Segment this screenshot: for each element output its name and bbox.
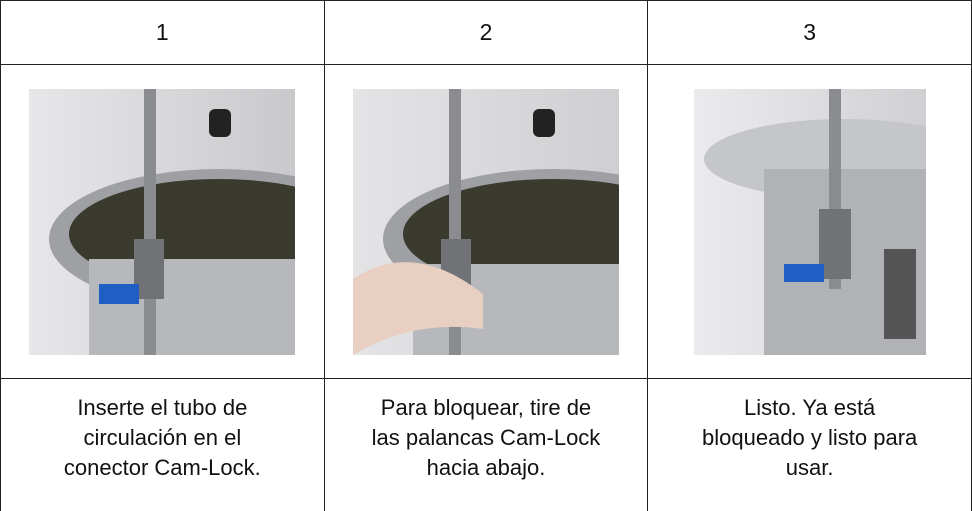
caption-line: circulación en el [1,423,324,453]
image-cell [1,65,325,379]
header-cell: 3 [648,1,972,65]
caption-line: Listo. Ya está [648,393,971,423]
caption-line: hacia abajo. [325,453,648,483]
caption-line: las palancas Cam-Lock [325,423,648,453]
photo [353,89,619,355]
caption-cell: Inserte el tubo de circulación en el con… [1,379,325,511]
page: 1 2 3 [0,0,972,497]
photo [694,89,926,355]
photo [29,89,295,355]
image-cell [648,65,972,379]
caption-row: Inserte el tubo de circulación en el con… [1,379,972,511]
caption-cell: Para bloquear, tire de las palancas Cam-… [324,379,648,511]
caption-line: Inserte el tubo de [1,393,324,423]
caption-cell: Listo. Ya está bloqueado y listo para us… [648,379,972,511]
image-row [1,65,972,379]
header-cell: 2 [324,1,648,65]
caption-line: usar. [648,453,971,483]
image-cell [324,65,648,379]
caption-line: conector Cam-Lock. [1,453,324,483]
header-cell: 1 [1,1,325,65]
caption-line: Para bloquear, tire de [325,393,648,423]
caption-line: bloqueado y listo para [648,423,971,453]
header-row: 1 2 3 [1,1,972,65]
